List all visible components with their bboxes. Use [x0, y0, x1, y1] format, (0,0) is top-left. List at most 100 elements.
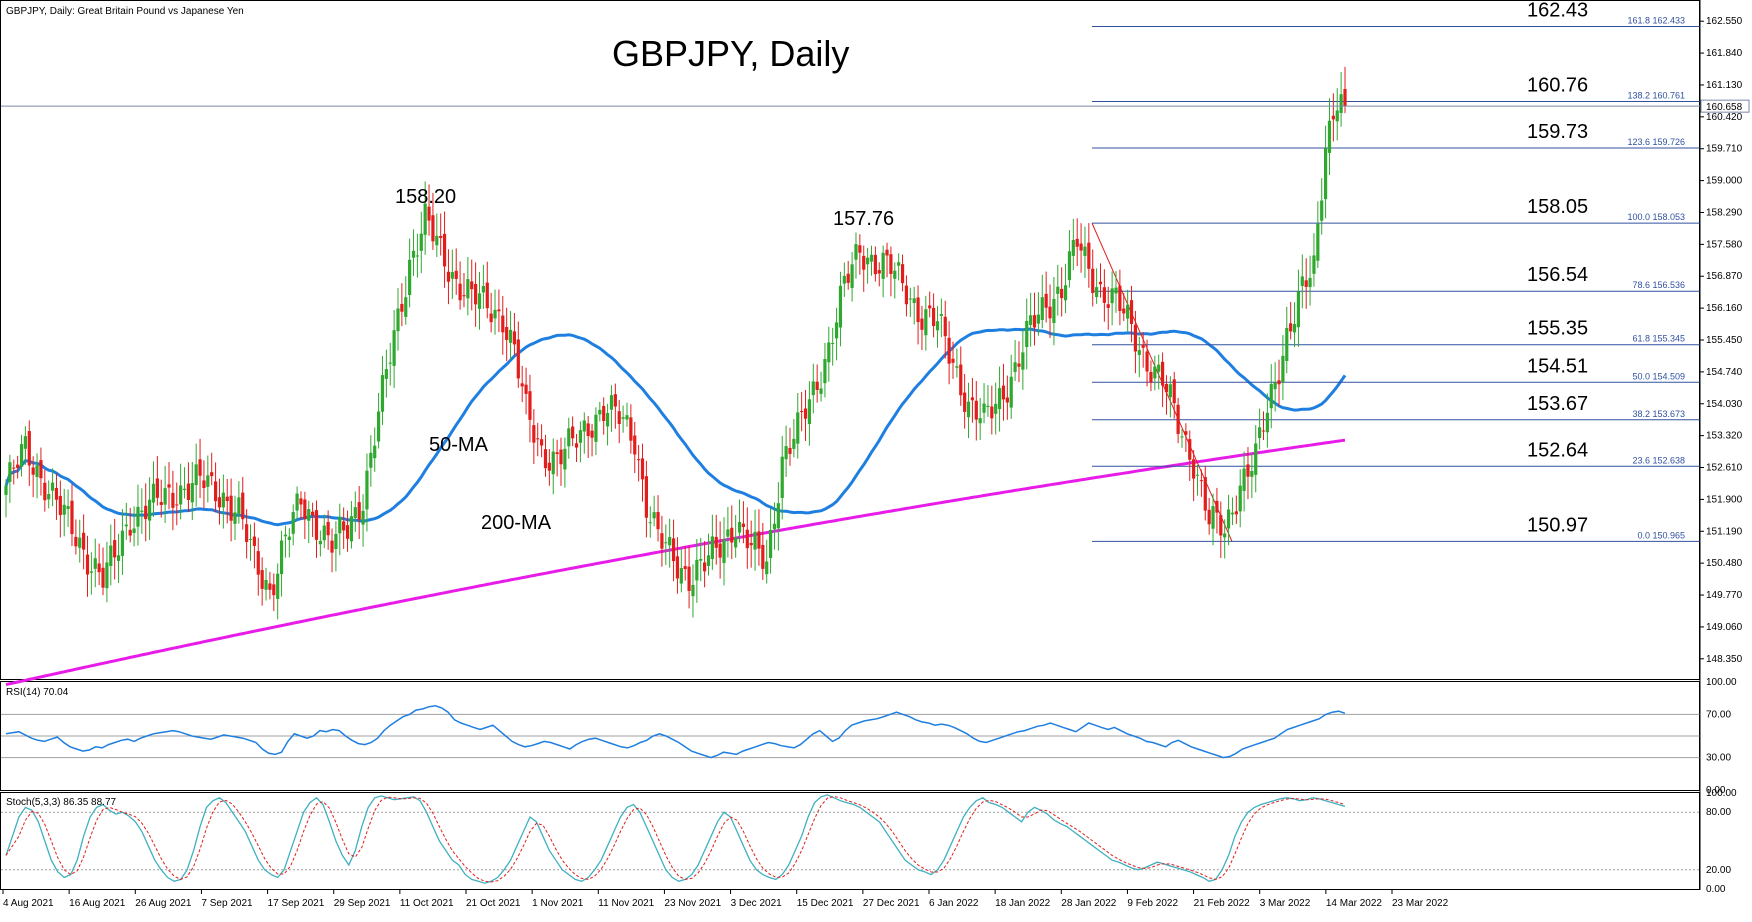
candle-body — [1296, 291, 1301, 328]
candle-body — [396, 308, 400, 332]
candle-body — [520, 383, 524, 387]
symbol-info: GBPJPY, Daily: Great Britain Pound vs Ja… — [6, 6, 244, 17]
candle-body — [1079, 243, 1083, 251]
candle-body — [1172, 379, 1176, 404]
candle-body — [1184, 431, 1188, 435]
candle-body — [260, 570, 264, 589]
candle-body — [695, 559, 699, 581]
time-tick-label: 21 Oct 2021 — [466, 898, 521, 909]
candle-body — [990, 406, 994, 419]
candle-body — [264, 580, 268, 590]
candle-body — [1040, 297, 1044, 320]
fib-level-label-1: 160.76 — [1527, 75, 1588, 97]
candle-body — [543, 449, 548, 469]
time-tick-label: 28 Jan 2022 — [1061, 898, 1116, 909]
candle-body — [287, 536, 291, 540]
candle-body — [629, 417, 633, 441]
candle-body — [881, 252, 885, 279]
candle-body — [423, 203, 427, 235]
candle-body — [718, 543, 722, 558]
fib-level-label-7: 153.67 — [1527, 393, 1588, 415]
candle-body — [295, 493, 299, 511]
candle-body — [1323, 148, 1328, 200]
candle-body — [602, 405, 606, 421]
chart-title: GBPJPY, Daily — [612, 33, 849, 74]
candle-body — [772, 523, 777, 530]
candle-body — [617, 411, 621, 425]
candle-body — [353, 507, 357, 518]
candle-body — [97, 563, 101, 573]
candle-body — [485, 282, 489, 309]
candle-body — [765, 561, 769, 575]
fib-ratio-label-6: 50.0 154.509 — [1632, 371, 1685, 381]
last-price-box — [1700, 99, 1750, 113]
candle-body — [342, 521, 346, 531]
candle-body — [966, 401, 971, 418]
ma200-label: 200-MA — [481, 512, 552, 534]
ma50-path — [4, 327, 1347, 527]
candle-body — [512, 331, 517, 345]
candle-body — [699, 558, 703, 561]
candle-body — [470, 281, 474, 290]
candle-body — [710, 536, 714, 560]
candle-body — [897, 262, 901, 266]
candle-body — [124, 524, 128, 527]
candle-body — [1250, 470, 1254, 477]
candle-body — [644, 476, 648, 518]
candle-body — [481, 286, 485, 293]
time-tick-label: 14 Mar 2022 — [1326, 898, 1383, 909]
candle-body — [16, 464, 20, 468]
candle-body — [1180, 436, 1184, 438]
candle-body — [493, 309, 497, 319]
candle-body — [1312, 255, 1316, 274]
candle-body — [27, 431, 31, 466]
candle-body — [869, 254, 874, 262]
candle-body — [82, 532, 86, 550]
price-tick-label: 153.320 — [1706, 431, 1743, 442]
time-tick-label: 29 Sep 2021 — [334, 898, 391, 909]
candle-body — [1343, 88, 1347, 107]
candle-body — [834, 322, 839, 339]
candle-body — [997, 388, 1002, 410]
candle-body — [675, 556, 680, 579]
rsi-tick-label: 0.00 — [1706, 785, 1726, 796]
candle-body — [528, 391, 532, 420]
candle-body — [411, 250, 416, 258]
candle-body — [640, 458, 645, 480]
price-tick-label: 156.870 — [1706, 271, 1743, 282]
fib-level-label-9: 150.97 — [1527, 514, 1588, 536]
candle-body — [974, 400, 978, 420]
candle-body — [1029, 315, 1033, 326]
candle-body — [1083, 246, 1087, 256]
candle-body — [1126, 304, 1130, 319]
candle-body — [175, 504, 179, 506]
price-tick-label: 151.190 — [1706, 526, 1743, 537]
fib-level-label-5: 155.35 — [1527, 318, 1588, 340]
price-tick-label: 155.450 — [1706, 335, 1743, 346]
candle-body — [279, 540, 284, 575]
candle-body — [338, 516, 342, 534]
price-tick-label: 161.840 — [1706, 48, 1743, 59]
candle-body — [1223, 533, 1227, 538]
candle-body — [1168, 384, 1172, 398]
candle-body — [23, 436, 28, 449]
fib-level-label-6: 154.51 — [1527, 355, 1588, 377]
candle-body — [357, 502, 361, 520]
candle-body — [47, 494, 51, 500]
candle-body — [1071, 239, 1075, 256]
time-tick-label: 23 Nov 2021 — [664, 898, 721, 909]
fib-ratio-label-7: 38.2 153.673 — [1632, 409, 1685, 419]
price-tick-label: 157.580 — [1706, 239, 1743, 250]
candle-body — [39, 460, 43, 479]
candle-body — [120, 530, 125, 556]
candle-body — [1292, 323, 1297, 333]
candle-body — [1289, 323, 1293, 332]
candle-body — [163, 488, 167, 505]
candle-body — [182, 488, 187, 491]
fib-level-label-2: 159.73 — [1527, 121, 1588, 143]
candle-body — [737, 521, 742, 533]
candle-body — [388, 362, 392, 364]
candle-body — [31, 467, 35, 475]
candle-body — [877, 270, 881, 274]
candle-body — [190, 483, 194, 503]
